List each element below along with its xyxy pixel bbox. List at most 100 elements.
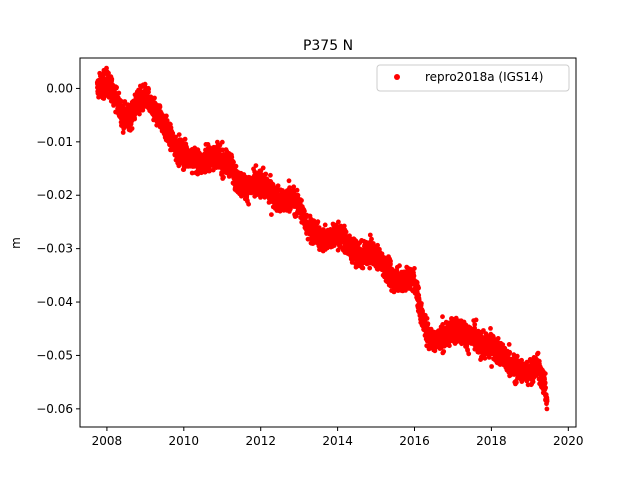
data-point	[544, 398, 550, 404]
data-point	[397, 263, 402, 269]
data-point	[219, 139, 225, 145]
data-point	[294, 187, 300, 193]
data-point	[488, 326, 493, 331]
data-point	[419, 301, 424, 306]
data-points	[94, 65, 550, 412]
data-point	[182, 136, 188, 142]
data-point	[129, 126, 135, 131]
y-tick-label: 0.00	[46, 81, 73, 95]
data-point	[440, 322, 446, 327]
data-point	[425, 321, 431, 327]
data-point	[514, 353, 520, 359]
data-point	[122, 99, 128, 104]
data-point	[472, 325, 477, 331]
data-point	[116, 90, 122, 96]
data-point	[473, 317, 479, 323]
x-tick-label: 2016	[399, 434, 430, 448]
data-point	[231, 159, 236, 165]
legend-box	[376, 64, 570, 92]
x-tick-label: 2014	[322, 434, 353, 448]
data-point	[343, 229, 349, 235]
data-point	[106, 70, 111, 76]
data-point	[295, 192, 301, 198]
data-point	[543, 385, 548, 391]
data-point	[275, 183, 281, 189]
data-point	[132, 116, 138, 122]
y-tick-label: −0.03	[36, 242, 73, 256]
data-point	[360, 265, 366, 271]
data-point	[530, 379, 536, 385]
data-point	[146, 86, 152, 92]
data-point	[489, 364, 494, 369]
data-point	[519, 357, 524, 363]
data-point	[286, 178, 292, 184]
data-point	[447, 343, 452, 349]
data-point	[336, 219, 341, 225]
chart-title: P375 N	[303, 38, 353, 54]
data-point	[229, 154, 235, 160]
plot-frame	[79, 57, 577, 428]
x-axis: 2008 2010 2012 2014 2016 2018 2020	[92, 427, 584, 448]
data-point	[466, 351, 472, 357]
data-point	[157, 104, 163, 110]
data-point	[367, 265, 373, 271]
data-point	[369, 236, 374, 242]
data-point	[495, 336, 501, 341]
data-point	[140, 107, 146, 113]
data-point	[246, 201, 252, 207]
y-tick-label: −0.06	[36, 402, 73, 416]
data-point	[114, 85, 119, 90]
data-point	[544, 406, 550, 412]
data-point	[299, 198, 304, 203]
data-point	[412, 266, 417, 271]
data-point	[403, 288, 408, 293]
x-tick-label: 2008	[92, 434, 123, 448]
data-point	[164, 113, 169, 119]
y-tick-label: −0.04	[36, 295, 73, 309]
data-point	[118, 98, 124, 104]
data-point	[370, 241, 376, 246]
data-point	[467, 325, 473, 331]
data-point	[367, 232, 373, 238]
data-point	[152, 95, 157, 101]
data-point	[253, 163, 259, 169]
data-point	[269, 212, 274, 218]
data-point	[472, 322, 478, 327]
data-point	[268, 172, 273, 178]
data-point	[519, 379, 525, 384]
data-point	[375, 242, 380, 248]
data-point	[315, 219, 321, 225]
data-point	[322, 222, 328, 228]
y-tick-label: −0.02	[36, 188, 73, 202]
data-point	[388, 258, 393, 264]
data-point	[260, 165, 266, 171]
data-point	[207, 168, 212, 174]
data-point	[514, 380, 519, 385]
data-point	[506, 342, 512, 347]
data-point	[302, 208, 307, 214]
data-point	[341, 223, 347, 229]
data-point	[263, 171, 269, 177]
data-point	[189, 170, 195, 176]
x-tick-label: 2012	[245, 434, 276, 448]
data-point	[142, 81, 148, 87]
x-tick-label: 2020	[553, 434, 584, 448]
y-axis-label: m	[9, 237, 23, 249]
data-point	[335, 247, 341, 253]
data-point	[507, 349, 513, 355]
data-point	[524, 359, 530, 365]
legend-label: repro2018a (IGS14)	[425, 70, 543, 84]
legend: repro2018a (IGS14)	[376, 64, 570, 92]
data-point	[221, 174, 226, 180]
data-point	[287, 185, 292, 191]
data-point	[291, 184, 297, 190]
data-point	[120, 130, 126, 135]
data-point	[482, 355, 488, 361]
x-tick-label: 2018	[476, 434, 507, 448]
data-point	[542, 380, 548, 386]
data-point	[109, 76, 115, 82]
data-point	[176, 132, 182, 138]
data-point	[500, 342, 506, 347]
data-point	[535, 350, 541, 356]
